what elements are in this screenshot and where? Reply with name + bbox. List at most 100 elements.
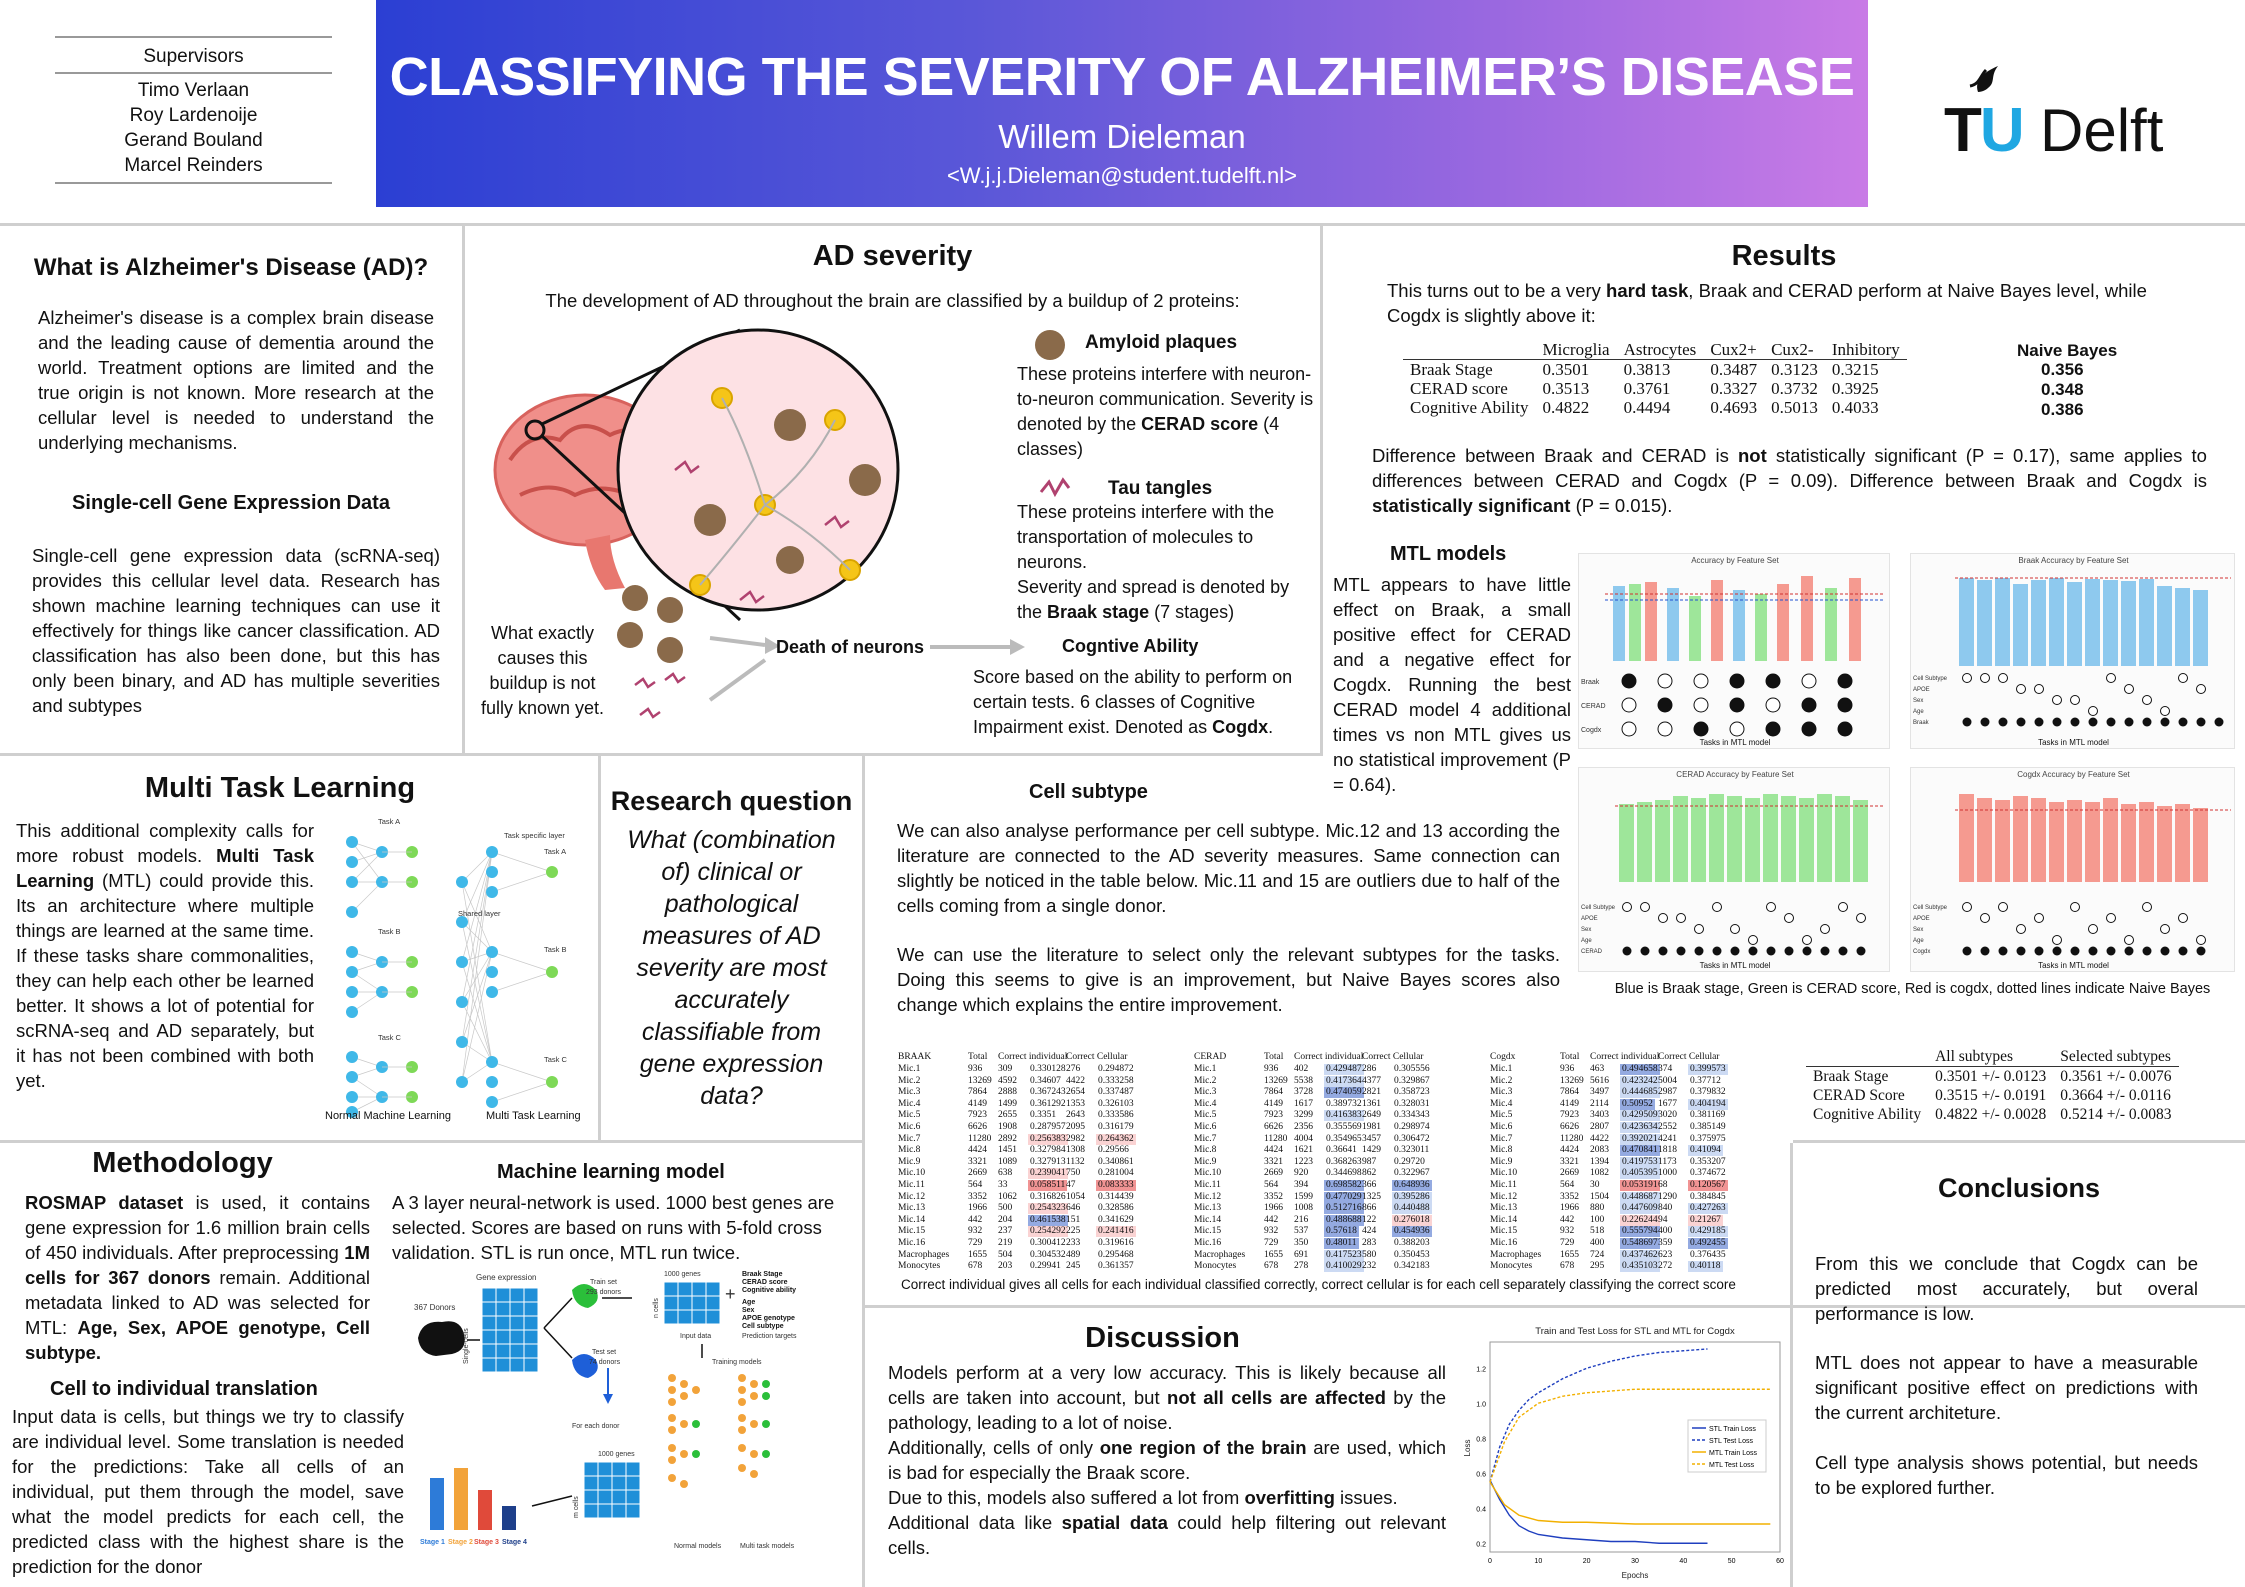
svg-text:Braak Stage: Braak Stage xyxy=(742,1271,783,1278)
translation-heading: Cell to individual translation xyxy=(50,1378,318,1400)
table-cell: Mic.3 xyxy=(898,1087,921,1098)
table-cell: 400 xyxy=(1658,1226,1673,1237)
table-cell: 4377 xyxy=(1362,1075,1381,1086)
table-cell: 0.083333 xyxy=(1096,1180,1136,1192)
svg-text:Test set: Test set xyxy=(592,1349,616,1356)
table-cell: 0.344698 xyxy=(1326,1168,1362,1179)
single-cell-text: Single-cell gene expression data (scRNA-… xyxy=(32,545,440,716)
x-tick-label: 0 xyxy=(1488,1558,1492,1565)
discussion-text: Models perform at a very low accuracy. T… xyxy=(888,1362,1446,1558)
table-cell: 5004 xyxy=(1658,1075,1677,1086)
table-cell: 0.416383 xyxy=(1324,1110,1364,1122)
table-cell: 11280 xyxy=(968,1133,992,1144)
table-cell: 0.385149 xyxy=(1690,1122,1726,1132)
table-cell: 442 xyxy=(1264,1214,1279,1225)
column-header: Correct individual xyxy=(998,1052,1068,1062)
table-cell: 3457 xyxy=(1362,1133,1381,1144)
x-tick-label: 20 xyxy=(1583,1558,1591,1565)
table-cell: 1966 xyxy=(1560,1203,1579,1214)
table-cell: 0.376435 xyxy=(1690,1249,1726,1260)
supervisor-name: Marcel Reinders xyxy=(124,155,263,176)
table-cell: Mic.12 xyxy=(1194,1191,1222,1202)
table-cell: 0.340861 xyxy=(1098,1156,1134,1167)
table-cell: Mic.3 xyxy=(1194,1087,1217,1098)
task-a-label: Task A xyxy=(378,817,400,826)
table-cell: 0.358723 xyxy=(1394,1087,1430,1098)
table-cell: 0.314439 xyxy=(1098,1191,1134,1202)
divider xyxy=(0,1140,865,1143)
table-cell: 0.404194 xyxy=(1688,1098,1728,1110)
table-cell: 1325 xyxy=(1362,1191,1381,1202)
title-banner: CLASSIFYING THE SEVERITY OF ALZHEIMER’S … xyxy=(376,0,1868,207)
table-cell: 1082 xyxy=(1590,1168,1609,1179)
y-tick-label: 0.6 xyxy=(1476,1471,1486,1478)
table-cell: 0.333586 xyxy=(1098,1110,1134,1121)
table-cell: 0.29941 xyxy=(1030,1261,1061,1272)
column-header: Correct Cellular xyxy=(1658,1052,1720,1062)
table-cell: 7864 xyxy=(1560,1087,1579,1098)
table-cell: 936 xyxy=(1264,1064,1279,1074)
table-cell: 0.389732 xyxy=(1326,1098,1362,1109)
table-cell: Mic.6 xyxy=(1490,1122,1513,1132)
table-cell: 0.333258 xyxy=(1098,1075,1134,1086)
divider xyxy=(1790,1143,1793,1587)
table-cell: 30 xyxy=(1590,1180,1600,1190)
table-cell: 0.239041 xyxy=(1028,1168,1068,1180)
supervisor-name: Timo Verlaan xyxy=(137,80,250,101)
table-cell: 0.334343 xyxy=(1394,1110,1430,1121)
series-line xyxy=(1489,1479,1708,1544)
table-cell: 0.429487 xyxy=(1324,1064,1364,1076)
svg-text:MTL Train Loss: MTL Train Loss xyxy=(1709,1450,1757,1457)
table-cell: 0.350453 xyxy=(1394,1249,1430,1260)
death-of-neurons: Death of neurons xyxy=(776,637,925,657)
table-cell: 2114 xyxy=(1590,1098,1609,1109)
svg-text:367 Donors: 367 Donors xyxy=(414,1303,455,1312)
table-cell: 3403 xyxy=(1590,1110,1609,1121)
table-cell: Mic.2 xyxy=(1490,1075,1513,1086)
table-cell: 0.058511 xyxy=(1028,1180,1068,1192)
table-cell: 3321 xyxy=(1264,1156,1283,1167)
table-cell: 0.304532 xyxy=(1030,1249,1066,1260)
table-cell: 0.21267 xyxy=(1688,1214,1723,1226)
table-cell: 0.281004 xyxy=(1098,1168,1134,1179)
table-cell: 2892 xyxy=(998,1133,1017,1144)
table-cell: 5616 xyxy=(1590,1075,1609,1086)
svg-text:293 donors: 293 donors xyxy=(586,1289,622,1296)
table-cell: 1655 xyxy=(968,1249,987,1260)
y-axis-label: Loss xyxy=(1463,1440,1472,1457)
table-cell: 4424 xyxy=(1264,1145,1283,1156)
svg-text:Training models: Training models xyxy=(712,1359,762,1366)
bar-group xyxy=(1955,794,2231,882)
svg-text:Prediction targets: Prediction targets xyxy=(742,1333,797,1340)
table-cell: 424 xyxy=(1362,1226,1377,1237)
table-cell: 0.50952 xyxy=(1620,1098,1655,1110)
table-cell: 0.379832 xyxy=(1690,1087,1726,1098)
table-cell: Mic.5 xyxy=(1490,1110,1513,1121)
table-cell: Mic.13 xyxy=(898,1203,926,1214)
divider xyxy=(598,756,601,1141)
table-row: CERAD Score 0.3515 +/- 0.0191 0.3664 +/- 0… xyxy=(1813,1087,2171,1104)
table-cell: 0.384845 xyxy=(1690,1191,1726,1202)
table-cell: 225 xyxy=(1066,1226,1081,1237)
group-name: BRAAK xyxy=(898,1052,932,1062)
table-cell: 1621 xyxy=(1294,1145,1313,1156)
table-cell: 0.319616 xyxy=(1098,1238,1134,1248)
chart-title: Train and Test Loss for STL and MTL for … xyxy=(1535,1326,1735,1337)
table-cell: 0.367243 xyxy=(1030,1087,1066,1098)
y-tick-label: 0.2 xyxy=(1476,1541,1486,1548)
mtl-accuracy-panel: Accuracy by Feature Set Braak CERAD Cogdx … xyxy=(1578,553,1890,749)
ad-severity-heading: AD severity xyxy=(812,240,973,272)
table-cell: 0.327913 xyxy=(1030,1156,1066,1167)
unknown-cause-text: What exactly causes this buildup is not … xyxy=(480,623,605,718)
table-cell: 0.698582 xyxy=(1324,1180,1364,1192)
table-cell: 936 xyxy=(968,1064,983,1074)
single-cell-heading: Single-cell Gene Expression Data xyxy=(72,492,390,514)
y-tick-label: 0.8 xyxy=(1476,1436,1486,1443)
table-cell: 0.298974 xyxy=(1394,1122,1430,1132)
table-cell: 537 xyxy=(1294,1226,1309,1237)
table-cell: 0.392021 xyxy=(1620,1133,1660,1145)
table-cell: 11280 xyxy=(1264,1133,1288,1144)
ad-severity-intro: The development of AD throughout the bra… xyxy=(545,290,1240,311)
conclusions-heading: Conclusions xyxy=(1937,1173,2100,1203)
y-tick-label: 1.0 xyxy=(1476,1401,1486,1408)
